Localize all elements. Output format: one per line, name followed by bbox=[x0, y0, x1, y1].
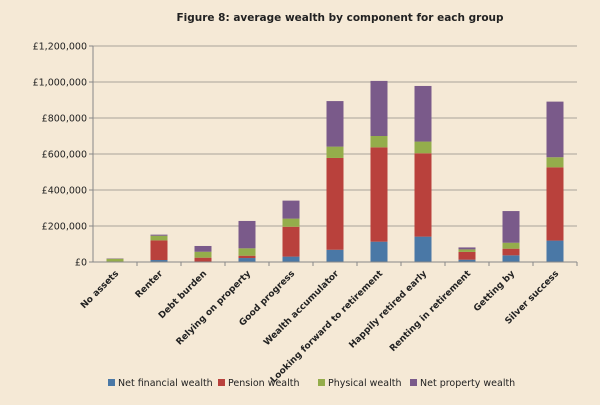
bar-segment bbox=[370, 80, 388, 136]
x-tick-label: Renting in retirement bbox=[388, 269, 473, 354]
bar-segment bbox=[502, 211, 520, 243]
y-tick-label: £1,000,000 bbox=[33, 78, 87, 89]
bar-segment bbox=[326, 249, 344, 262]
y-tick-label: £400,000 bbox=[42, 186, 87, 197]
bar-segment bbox=[370, 241, 388, 262]
bar-segment bbox=[106, 258, 124, 262]
legend-label: Physical wealth bbox=[328, 378, 402, 389]
bar-segment bbox=[238, 220, 256, 249]
bar-segment bbox=[326, 157, 344, 250]
x-tick-label: Happily retired early bbox=[348, 269, 430, 351]
bar-segment bbox=[150, 234, 168, 236]
bar-segment bbox=[414, 141, 432, 154]
bar-segment bbox=[150, 235, 168, 241]
y-tick-label: £200,000 bbox=[42, 222, 87, 233]
legend-label: Net financial wealth bbox=[118, 378, 213, 389]
x-tick-label: Getting by bbox=[472, 269, 517, 314]
x-tick-label: No assets bbox=[79, 269, 121, 311]
bar-segment bbox=[194, 257, 212, 262]
chart-title: Figure 8: average wealth by component fo… bbox=[176, 12, 504, 24]
y-tick-label: £0 bbox=[75, 258, 87, 269]
legend-swatch bbox=[108, 379, 115, 386]
bar-segment bbox=[546, 167, 564, 241]
bar-segment bbox=[414, 85, 432, 142]
bar-segment bbox=[502, 248, 520, 256]
bar-segment bbox=[458, 251, 476, 260]
bar-segment bbox=[546, 157, 564, 168]
bar-segment bbox=[150, 240, 168, 261]
bar-segment bbox=[326, 101, 344, 147]
bar-segment bbox=[194, 245, 212, 252]
bar-segment bbox=[414, 236, 432, 262]
bar-segment bbox=[546, 240, 564, 262]
bar-segment bbox=[282, 256, 300, 262]
legend-swatch bbox=[410, 379, 417, 386]
bar-segment bbox=[282, 200, 300, 219]
bar-segment bbox=[546, 101, 564, 158]
bar-segment bbox=[238, 258, 256, 262]
y-tick-label: £800,000 bbox=[42, 114, 87, 125]
legend-label: Pension wealth bbox=[228, 378, 300, 389]
bar-segment bbox=[502, 255, 520, 262]
bar-segment bbox=[370, 136, 388, 148]
y-tick-label: £1,200,000 bbox=[33, 42, 87, 53]
legend-swatch bbox=[318, 379, 325, 386]
bar-segment bbox=[282, 218, 300, 227]
bar-segment bbox=[238, 248, 256, 256]
bar-segment bbox=[238, 255, 256, 259]
x-tick-label: Renter bbox=[134, 269, 166, 301]
bar-segment bbox=[458, 259, 476, 262]
bar-segment bbox=[458, 249, 476, 252]
bar-segment bbox=[502, 242, 520, 249]
bar-segment bbox=[458, 247, 476, 250]
bar-segment bbox=[326, 146, 344, 158]
y-tick-label: £600,000 bbox=[42, 150, 87, 161]
x-tick-label: Relying on property bbox=[175, 269, 254, 348]
legend-swatch bbox=[218, 379, 225, 386]
legend-label: Net property wealth bbox=[420, 378, 515, 389]
bar-segment bbox=[370, 147, 388, 242]
x-tick-label: Wealth accumulator bbox=[262, 269, 341, 348]
bar-segment bbox=[150, 260, 168, 262]
bar-segment bbox=[282, 226, 300, 257]
bar-segment bbox=[194, 251, 212, 258]
bar-segment bbox=[414, 153, 432, 237]
